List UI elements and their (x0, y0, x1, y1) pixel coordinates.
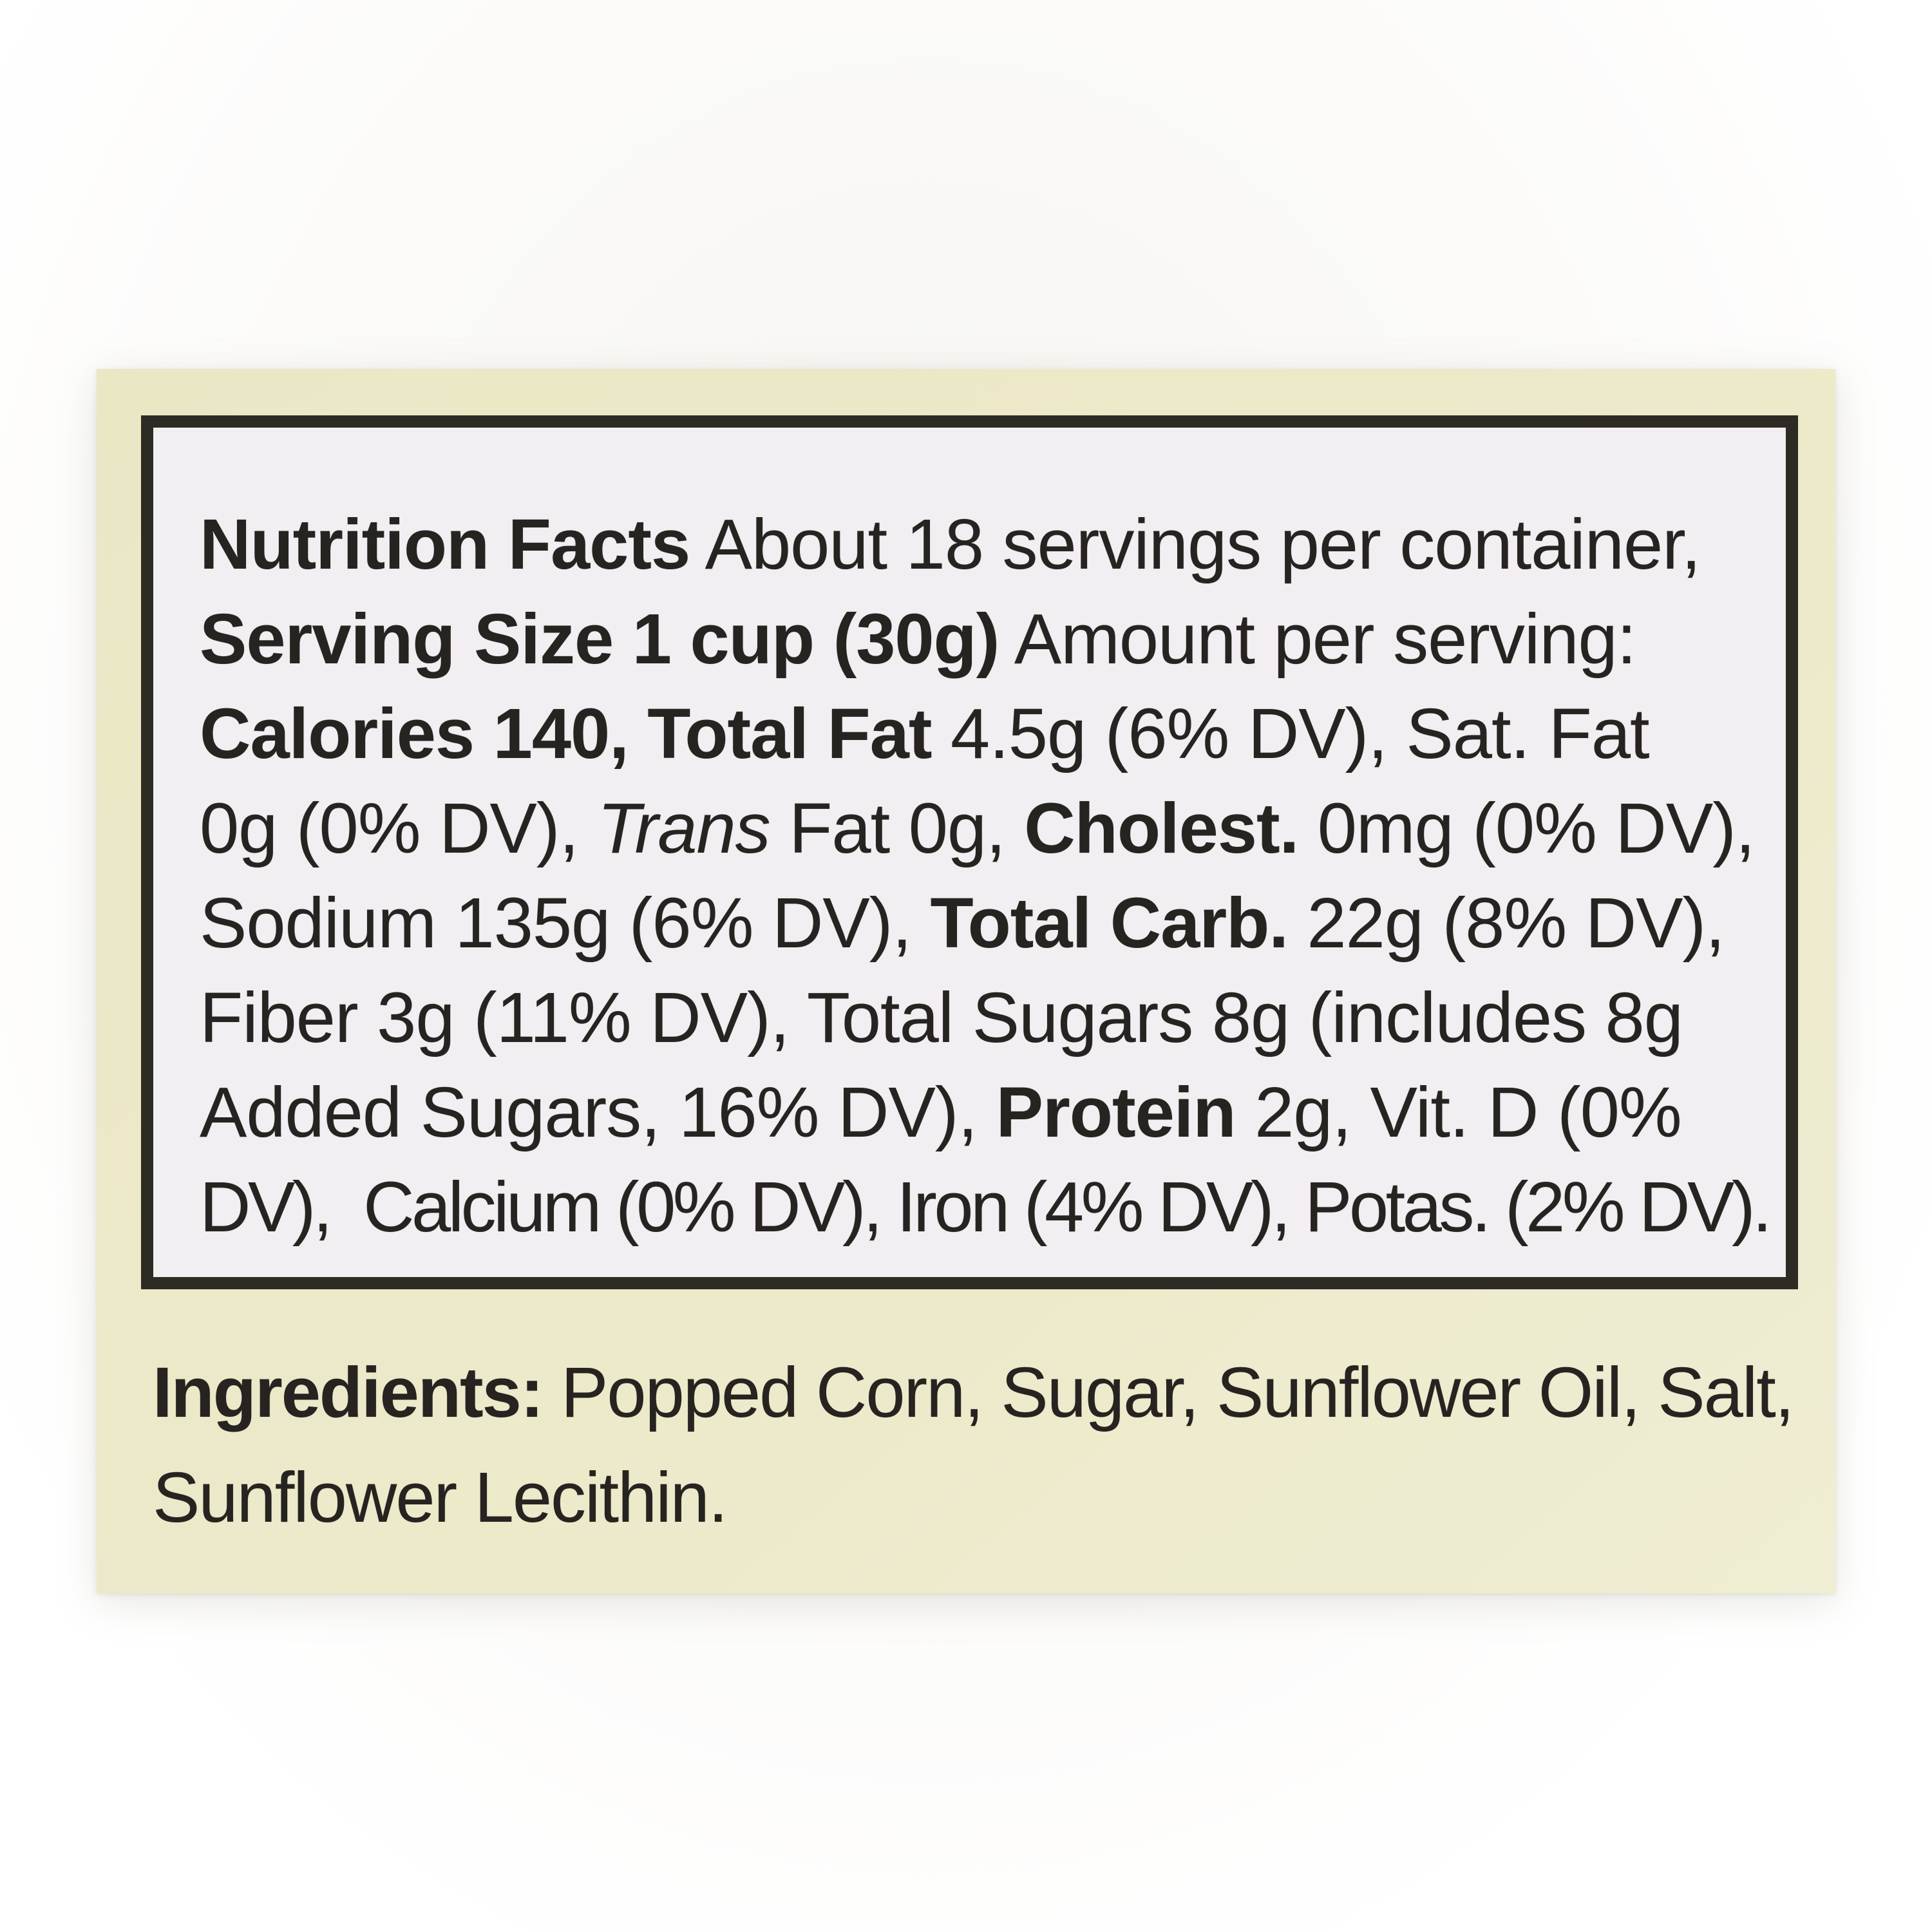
nutrition-line-6: Fiber 3g (11% DV), Total Sugars 8g (incl… (200, 971, 1786, 1065)
nutrition-line-8: DV), Calcium (0% DV), Iron (4% DV), Pota… (200, 1160, 1786, 1255)
ingredients-line-2: Sunflower Lecithin. (153, 1445, 1793, 1550)
text-segment: DV), Calcium (0% DV), Iron (4% DV), Pota… (200, 1168, 1772, 1247)
nutrition-line-4: 0g (0% DV), Trans Fat 0g, Cholest. 0mg (… (200, 781, 1786, 876)
text-segment: Sunflower Lecithin. (153, 1458, 728, 1537)
text-segment: Total Carb. (930, 884, 1289, 963)
text-segment: Amount per serving: (999, 600, 1636, 679)
text-segment: 2g, Vit. D (0% (1235, 1073, 1682, 1152)
text-segment: 4.5g (6% DV), Sat. Fat (931, 694, 1650, 773)
nutrition-facts-panel: Nutrition Facts About 18 servings per co… (141, 415, 1798, 1289)
nutrition-line-1: Nutrition Facts About 18 servings per co… (200, 497, 1786, 592)
text-segment: Nutrition Facts (200, 505, 690, 584)
ingredients-line-1: Ingredients: Popped Corn, Sugar, Sunflow… (153, 1340, 1794, 1445)
text-segment: About 18 servings per container, (690, 505, 1701, 584)
text-segment: Ingredients: (153, 1353, 544, 1432)
nutrition-line-2: Serving Size 1 cup (30g) Amount per serv… (200, 592, 1786, 687)
nutrition-line-7: Added Sugars, 16% DV), Protein 2g, Vit. … (200, 1065, 1786, 1160)
text-segment: 0mg (0% DV), (1298, 789, 1756, 868)
text-segment: 22g (8% DV), (1287, 884, 1725, 963)
text-segment: Serving Size 1 cup (30g) (200, 600, 999, 679)
text-segment: Popped Corn, Sugar, Sunflower Oil, Salt, (542, 1353, 1794, 1432)
nutrition-line-5: Sodium 135g (6% DV), Total Carb. 22g (8%… (200, 876, 1786, 971)
ingredients-section: Ingredients: Popped Corn, Sugar, Sunflow… (153, 1340, 1794, 1550)
nutrition-line-3: Calories 140, Total Fat 4.5g (6% DV), Sa… (200, 687, 1786, 781)
text-segment: Calories 140, Total Fat (200, 694, 932, 773)
text-segment: Added Sugars, 16% DV), (200, 1073, 996, 1152)
text-segment: Protein (996, 1073, 1236, 1152)
text-segment: Sodium 135g (6% DV), (200, 884, 931, 963)
product-label: Nutrition Facts About 18 servings per co… (97, 369, 1835, 1593)
text-segment: Trans (597, 789, 771, 868)
text-segment: 0g (0% DV), (200, 789, 598, 868)
text-segment: Cholest. (1024, 789, 1299, 868)
text-segment: Fat 0g, (770, 789, 1025, 868)
text-segment: Fiber 3g (11% DV), Total Sugars 8g (incl… (200, 978, 1683, 1057)
